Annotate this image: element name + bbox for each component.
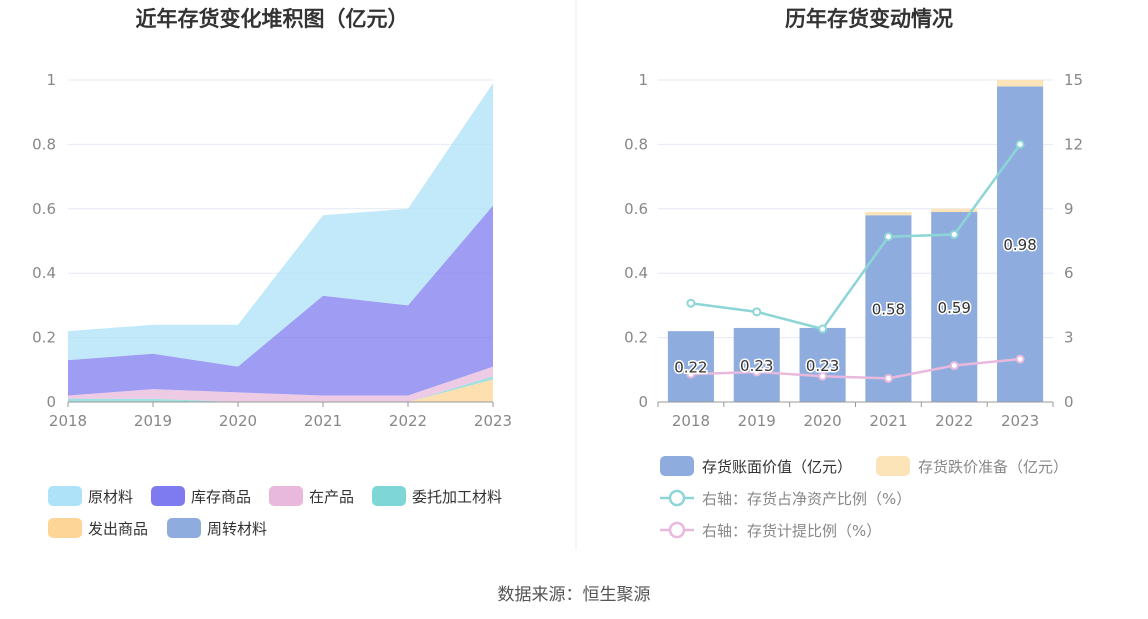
left-legend-label: 委托加工材料 xyxy=(412,488,502,506)
line-point-1 xyxy=(752,367,762,377)
line-point-1 xyxy=(1015,354,1025,364)
right-legend-label: 右轴：存货计提比例（%） xyxy=(702,522,881,540)
left-x-tick-label: 2023 xyxy=(474,412,512,430)
left-legend-swatch xyxy=(269,486,303,506)
bar-data-label: 0.22 xyxy=(674,359,707,377)
chart-title-left: 近年存货变化堆积图（亿元） xyxy=(136,7,409,31)
left-legend-label: 原材料 xyxy=(88,488,133,506)
left-legend-swatch xyxy=(372,486,406,506)
right-x-tick-label: 2018 xyxy=(672,412,710,430)
chart-title-right: 历年存货变动情况 xyxy=(785,7,953,31)
right-y-tick-label: 0 xyxy=(638,393,648,411)
left-y-tick-label: 0.4 xyxy=(32,264,56,282)
bar-0 xyxy=(865,215,912,402)
line-point-0 xyxy=(752,307,762,317)
right-y-tick-label: 0.4 xyxy=(624,264,648,282)
right-lines xyxy=(686,139,1025,383)
bar-0 xyxy=(931,212,978,402)
data-source-note: 数据来源：恒生聚源 xyxy=(497,585,651,605)
right-y-tick-label: 0.8 xyxy=(624,135,648,153)
right-legend-swatch xyxy=(660,456,694,476)
left-legend-swatch xyxy=(151,486,185,506)
line-point-0 xyxy=(818,324,828,334)
right-x-tick-label: 2020 xyxy=(803,412,841,430)
left-legend-swatch xyxy=(167,518,201,538)
line-point-1 xyxy=(883,373,893,383)
left-x-tick-label: 2019 xyxy=(134,412,172,430)
right-y2-tick-label: 6 xyxy=(1064,264,1074,282)
bar-1 xyxy=(865,212,912,216)
right-y2-tick-label: 3 xyxy=(1064,329,1074,347)
right-y-tick-label: 1 xyxy=(638,71,648,89)
left-y-tick-label: 0 xyxy=(46,393,56,411)
left-x-tick-label: 2018 xyxy=(49,412,87,430)
bar-0 xyxy=(799,327,846,402)
left-x-tick-label: 2020 xyxy=(219,412,257,430)
left-legend-swatch xyxy=(48,486,82,506)
line-point-1 xyxy=(818,371,828,381)
left-legend-label: 在产品 xyxy=(309,488,354,506)
right-y-tick-label: 0.6 xyxy=(624,200,648,218)
right-legend: 存货账面价值（亿元） 存货跌价准备（亿元） 右轴：存货占净资产比例（%） 右轴：存货计… xyxy=(660,456,1068,540)
left-area-series xyxy=(68,83,493,402)
right-y2-tick-label: 9 xyxy=(1064,200,1074,218)
left-legend-label: 周转材料 xyxy=(207,520,267,538)
left-legend-swatch xyxy=(48,518,82,538)
line-point-1 xyxy=(949,361,959,371)
right-y2-tick-label: 12 xyxy=(1064,135,1083,153)
right-x-tick-label: 2021 xyxy=(869,412,907,430)
right-bar-labels: 0.22 0.23 0.23 0.58 0.59 0.98 xyxy=(673,235,1039,378)
right-legend-swatch xyxy=(876,456,910,476)
left-y-tick-label: 0.2 xyxy=(32,329,56,347)
bar-0 xyxy=(667,331,714,402)
bar-data-label: 0.59 xyxy=(938,299,971,317)
area-series-5 xyxy=(68,83,493,367)
right-legend-marker xyxy=(668,489,686,507)
bar-data-label: 0.98 xyxy=(1003,236,1036,254)
bar-data-label: 0.58 xyxy=(872,301,905,319)
right-legend-label: 存货账面价值（亿元） xyxy=(702,458,852,476)
line-point-0 xyxy=(949,230,959,240)
left-y-tick-label: 0.6 xyxy=(32,200,56,218)
left-legend-label: 发出商品 xyxy=(88,520,148,538)
line-series-0 xyxy=(690,143,1022,331)
right-axis: 0 0.2 0.4 0.6 0.8 1 0 3 6 9 12 15 2018 2019 2020 2021 20… xyxy=(624,71,1083,430)
area-series-4 xyxy=(68,205,493,396)
bar-1 xyxy=(931,208,978,213)
left-axis: 0 0.2 0.4 0.6 0.8 1 2018 2019 2020 2021 2022 2023 xyxy=(32,71,512,430)
right-y-tick-label: 0.2 xyxy=(624,329,648,347)
left-x-tick-label: 2022 xyxy=(389,412,427,430)
right-legend-label: 存货跌价准备（亿元） xyxy=(918,458,1068,476)
left-legend-label: 库存商品 xyxy=(191,488,251,506)
right-x-tick-label: 2019 xyxy=(738,412,776,430)
line-series-1 xyxy=(690,357,1021,380)
bar-1 xyxy=(997,80,1044,87)
right-legend-label: 右轴：存货占净资产比例（%） xyxy=(702,490,911,508)
right-x-tick-label: 2022 xyxy=(935,412,973,430)
area-series-0 xyxy=(68,379,493,402)
right-legend-marker xyxy=(668,521,686,539)
area-series-1 xyxy=(68,376,493,402)
line-point-1 xyxy=(686,369,696,379)
left-x-tick-label: 2021 xyxy=(304,412,342,430)
left-y-tick-label: 1 xyxy=(46,71,56,89)
right-bars xyxy=(667,80,1044,402)
right-x-tick-label: 2023 xyxy=(1001,412,1039,430)
bar-data-label: 0.23 xyxy=(806,357,839,375)
right-y2-tick-label: 15 xyxy=(1064,71,1083,89)
line-point-0 xyxy=(1015,139,1025,149)
bar-data-label: 0.23 xyxy=(740,357,773,375)
line-point-0 xyxy=(883,232,893,242)
right-y2-tick-label: 0 xyxy=(1064,393,1074,411)
right-grid xyxy=(658,79,1053,403)
left-y-tick-label: 0.8 xyxy=(32,135,56,153)
area-series-2 xyxy=(68,366,493,402)
line-point-0 xyxy=(686,298,696,308)
bar-0 xyxy=(997,86,1044,402)
bar-0 xyxy=(733,327,780,402)
